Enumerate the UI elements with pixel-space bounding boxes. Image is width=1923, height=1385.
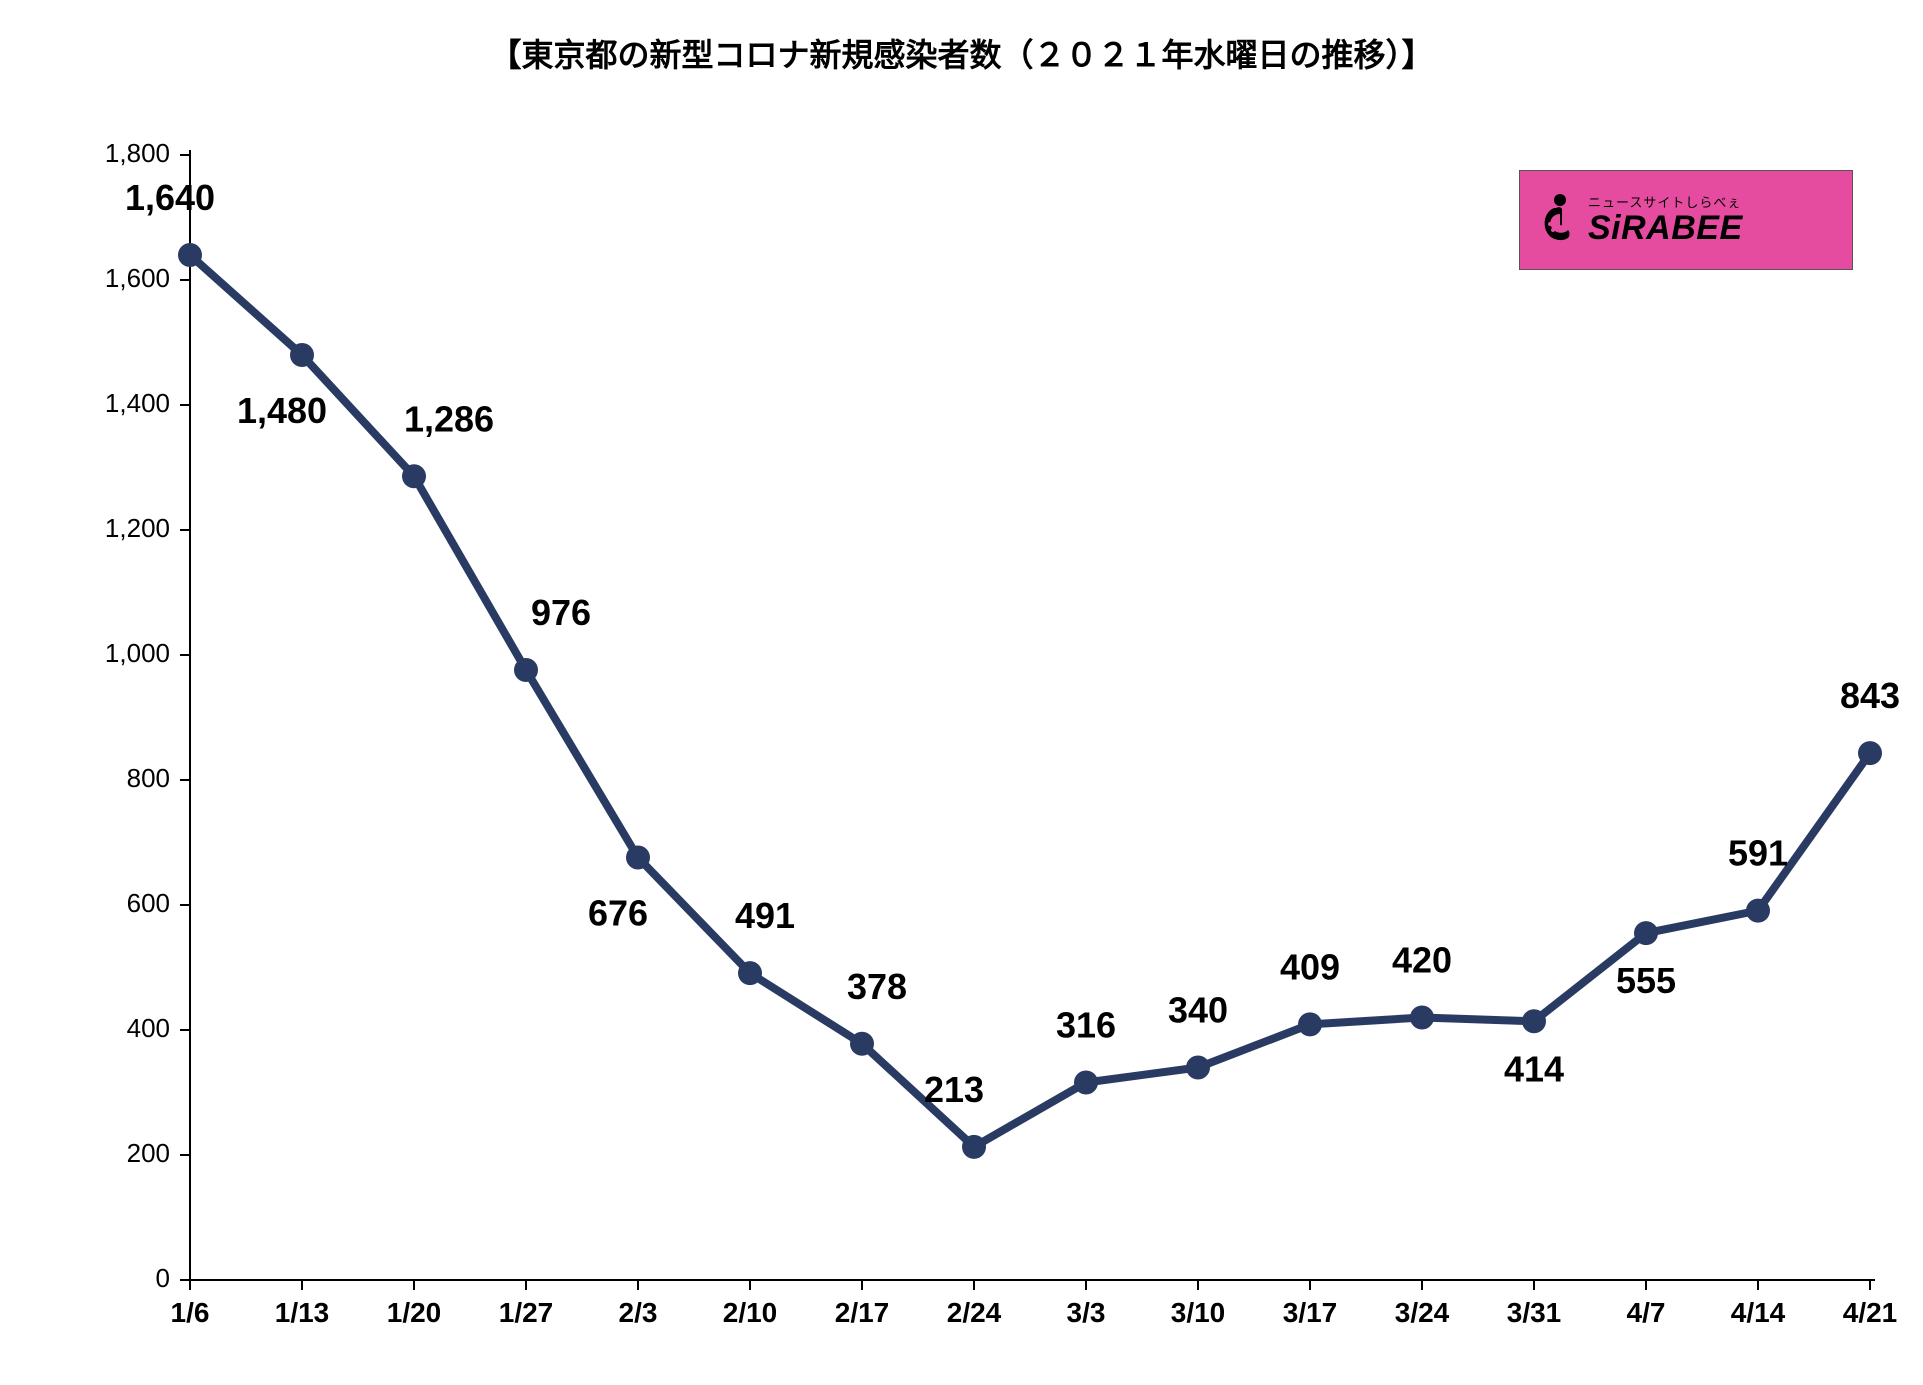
x-tick-label: 2/10: [723, 1297, 778, 1328]
y-tick-label: 0: [156, 1263, 170, 1293]
value-label: 213: [924, 1069, 984, 1110]
data-marker: [178, 243, 202, 267]
y-tick-label: 1,200: [105, 513, 170, 543]
value-label: 491: [735, 895, 795, 936]
value-label: 843: [1840, 675, 1900, 716]
y-tick-label: 1,400: [105, 388, 170, 418]
x-tick-label: 1/6: [171, 1297, 210, 1328]
y-tick-label: 800: [127, 763, 170, 793]
value-label: 378: [847, 966, 907, 1007]
data-marker: [738, 961, 762, 985]
x-tick-label: 2/24: [947, 1297, 1002, 1328]
value-label: 409: [1280, 946, 1340, 987]
x-tick-label: 2/3: [619, 1297, 658, 1328]
data-marker: [1746, 899, 1770, 923]
data-marker: [402, 464, 426, 488]
data-marker: [1410, 1006, 1434, 1030]
value-label: 555: [1616, 960, 1676, 1001]
x-tick-label: 3/24: [1395, 1297, 1450, 1328]
x-tick-label: 4/14: [1731, 1297, 1786, 1328]
data-marker: [1074, 1071, 1098, 1095]
data-marker: [962, 1135, 986, 1159]
value-label: 591: [1728, 833, 1788, 874]
y-tick-label: 600: [127, 888, 170, 918]
value-label: 1,480: [237, 390, 327, 431]
value-label: 976: [531, 592, 591, 633]
data-marker: [850, 1032, 874, 1056]
y-tick-label: 200: [127, 1138, 170, 1168]
y-tick-label: 1,600: [105, 263, 170, 293]
value-label: 676: [588, 893, 648, 934]
value-label: 414: [1504, 1048, 1564, 1089]
x-tick-label: 1/13: [275, 1297, 330, 1328]
data-marker: [1298, 1012, 1322, 1036]
x-tick-label: 3/17: [1283, 1297, 1338, 1328]
x-tick-label: 3/10: [1171, 1297, 1226, 1328]
data-marker: [514, 658, 538, 682]
x-tick-label: 1/27: [499, 1297, 554, 1328]
sirabee-logo-text: SiRABEE: [1588, 211, 1743, 245]
value-label: 420: [1392, 940, 1452, 981]
data-line: [190, 255, 1870, 1147]
x-tick-label: 4/7: [1627, 1297, 1666, 1328]
y-tick-label: 400: [127, 1013, 170, 1043]
x-tick-label: 1/20: [387, 1297, 442, 1328]
value-label: 1,286: [404, 398, 494, 439]
x-tick-label: 3/3: [1067, 1297, 1106, 1328]
value-label: 316: [1056, 1005, 1116, 1046]
data-marker: [626, 846, 650, 870]
y-tick-label: 1,000: [105, 638, 170, 668]
data-marker: [1522, 1009, 1546, 1033]
x-tick-label: 2/17: [835, 1297, 890, 1328]
data-marker: [290, 343, 314, 367]
data-marker: [1186, 1056, 1210, 1080]
sirabee-logo-icon: [1534, 192, 1578, 248]
y-tick-label: 1,800: [105, 138, 170, 168]
sirabee-logo-subtext: ニュースサイトしらべぇ: [1588, 196, 1743, 209]
x-tick-label: 4/21: [1843, 1297, 1898, 1328]
value-label: 340: [1168, 990, 1228, 1031]
x-tick-label: 3/31: [1507, 1297, 1562, 1328]
data-marker: [1634, 921, 1658, 945]
data-marker: [1858, 741, 1882, 765]
value-label: 1,640: [125, 177, 215, 218]
chart-container: 【東京都の新型コロナ新規感染者数（２０２１年水曜日の推移）】 020040060…: [0, 0, 1923, 1385]
sirabee-logo: ニュースサイトしらべぇ SiRABEE: [1519, 170, 1853, 270]
